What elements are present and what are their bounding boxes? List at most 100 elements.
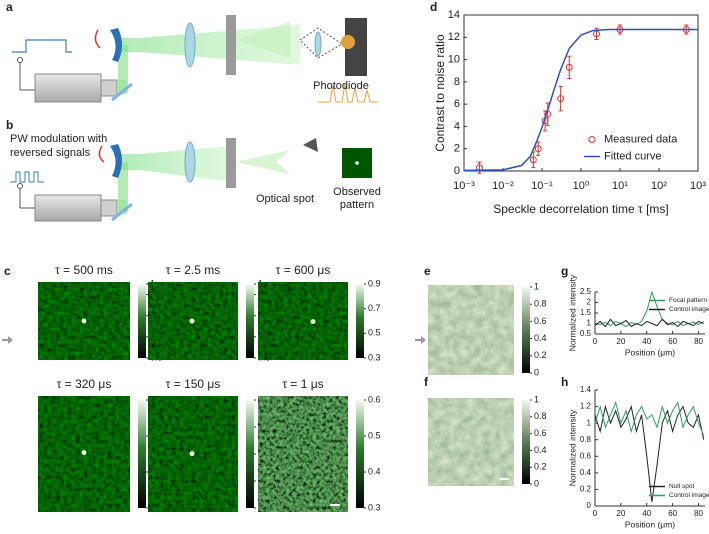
colorbar-tick-label: 0.7 xyxy=(368,303,381,313)
colorbar xyxy=(138,284,146,358)
panel-label: f xyxy=(424,375,429,389)
colorbar xyxy=(356,284,364,358)
data-line xyxy=(594,290,704,328)
colorbar-tick-label: 0.5 xyxy=(368,328,381,338)
colorbar xyxy=(246,284,254,358)
colorbar-tick-label: 0.2 xyxy=(534,462,547,472)
data-line xyxy=(463,28,698,172)
legend-label: Measured data xyxy=(604,133,678,145)
y-tick-label: 10 xyxy=(448,53,460,65)
legend-label: Control image xyxy=(669,492,709,499)
plot-frame xyxy=(463,14,699,172)
component-label: PW modulation with xyxy=(10,133,107,145)
y-tick-label: 14 xyxy=(448,9,460,21)
colorbar xyxy=(246,400,254,508)
data-point xyxy=(529,156,537,164)
error-bar xyxy=(545,102,550,126)
data-line xyxy=(594,400,705,436)
x-tick-label: 20 xyxy=(616,337,625,346)
focal-spot xyxy=(189,318,195,324)
panel-label: c xyxy=(4,264,11,278)
x-tick-label: 10⁻² xyxy=(492,180,514,192)
colorbar-tick-label: 0.4 xyxy=(534,333,547,343)
x-tick-label: 20 xyxy=(616,509,625,518)
component-label: pattern xyxy=(340,199,374,211)
colorbar-tick-label: 0.6 xyxy=(534,428,547,438)
y-tick-label: 1.5 xyxy=(580,308,592,317)
component-label: Photodiode xyxy=(313,80,369,92)
y-tick-label: 8 xyxy=(454,76,460,88)
speckle-texture xyxy=(258,282,348,360)
data-point xyxy=(565,63,573,71)
colorbar-tick-label: 0.6 xyxy=(534,316,547,326)
panel-label: h xyxy=(561,375,568,389)
scale-bar xyxy=(500,478,509,480)
legend-label: Control image xyxy=(669,306,709,313)
colorbar-tick-label: 0.5 xyxy=(368,430,381,440)
data-point xyxy=(534,145,542,153)
y-tick-label: 2 xyxy=(454,143,460,155)
data-line xyxy=(594,404,705,502)
x-axis-label: Position (μm) xyxy=(625,347,675,357)
y-axis-label: Normalized intensity xyxy=(567,274,577,351)
error-bar xyxy=(536,141,541,156)
y-tick-label: 12 xyxy=(448,31,460,43)
colorbar-tick-label: 0.3 xyxy=(368,502,381,512)
y-tick-label: 0.2 xyxy=(580,485,592,494)
colorbar-tick-label: 1 xyxy=(534,281,539,291)
colorbar-tick-label: 0.8 xyxy=(534,411,547,421)
speckle-texture xyxy=(428,285,514,375)
image-title: τ = 2.5 ms xyxy=(166,263,220,277)
colorbar xyxy=(356,400,364,508)
image-title: τ = 320 μs xyxy=(57,377,112,391)
component-label: Observed xyxy=(333,186,381,198)
image-title: τ = 500 ms xyxy=(55,263,113,277)
y-tick-label: 1 xyxy=(587,418,592,427)
colorbar-tick-label: 0 xyxy=(534,367,539,377)
focal-spot xyxy=(189,451,195,457)
colorbar-tick-label: 0.4 xyxy=(534,445,547,455)
colorbar-tick-label: 0.9 xyxy=(368,278,381,288)
y-tick-label: 6 xyxy=(454,98,460,110)
marker-arrow xyxy=(415,336,426,344)
x-tick-label: 80 xyxy=(694,509,703,518)
component-label: reversed signals xyxy=(10,147,91,159)
legend-label: Fitted curve xyxy=(604,150,661,162)
focal-spot xyxy=(81,450,87,456)
error-bar xyxy=(477,161,482,174)
panel-label: d xyxy=(430,0,437,14)
setup-b xyxy=(10,138,372,222)
colorbar-tick-label: 0.8 xyxy=(534,299,547,309)
error-bar xyxy=(567,55,572,80)
focal-spot xyxy=(310,319,316,325)
speckle-texture xyxy=(258,396,348,512)
scale-bar xyxy=(330,504,340,506)
x-tick-label: 10³ xyxy=(690,180,706,192)
x-tick-label: 80 xyxy=(694,337,703,346)
x-tick-label: 40 xyxy=(642,509,651,518)
y-tick-label: 1.4 xyxy=(580,385,592,394)
image-title: τ = 1 μs xyxy=(282,377,323,391)
y-tick-label: 2.5 xyxy=(580,287,592,296)
x-tick-label: 10¹ xyxy=(612,180,628,192)
panel-label: b xyxy=(6,118,13,132)
colorbar xyxy=(522,287,530,373)
image-title: τ = 600 μs xyxy=(276,263,331,277)
legend-marker xyxy=(588,136,596,143)
y-tick-label: 1.2 xyxy=(580,402,592,411)
panel-label: a xyxy=(6,0,13,14)
focal-spot xyxy=(81,318,87,324)
x-tick-label: 10⁻³ xyxy=(453,180,475,192)
colorbar-tick-label: 0.4 xyxy=(368,466,381,476)
x-tick-label: 0 xyxy=(593,337,598,346)
panel-label: g xyxy=(561,264,568,278)
component-label: Optical spot xyxy=(256,193,314,205)
y-tick-label: 1 xyxy=(587,319,592,328)
image-title: τ = 150 μs xyxy=(166,377,221,391)
panel-label: e xyxy=(424,264,431,278)
y-tick-label: 0 xyxy=(587,501,592,510)
x-tick-label: 60 xyxy=(668,509,677,518)
y-tick-label: 0 xyxy=(454,165,460,177)
y-tick-label: 4 xyxy=(454,120,460,132)
